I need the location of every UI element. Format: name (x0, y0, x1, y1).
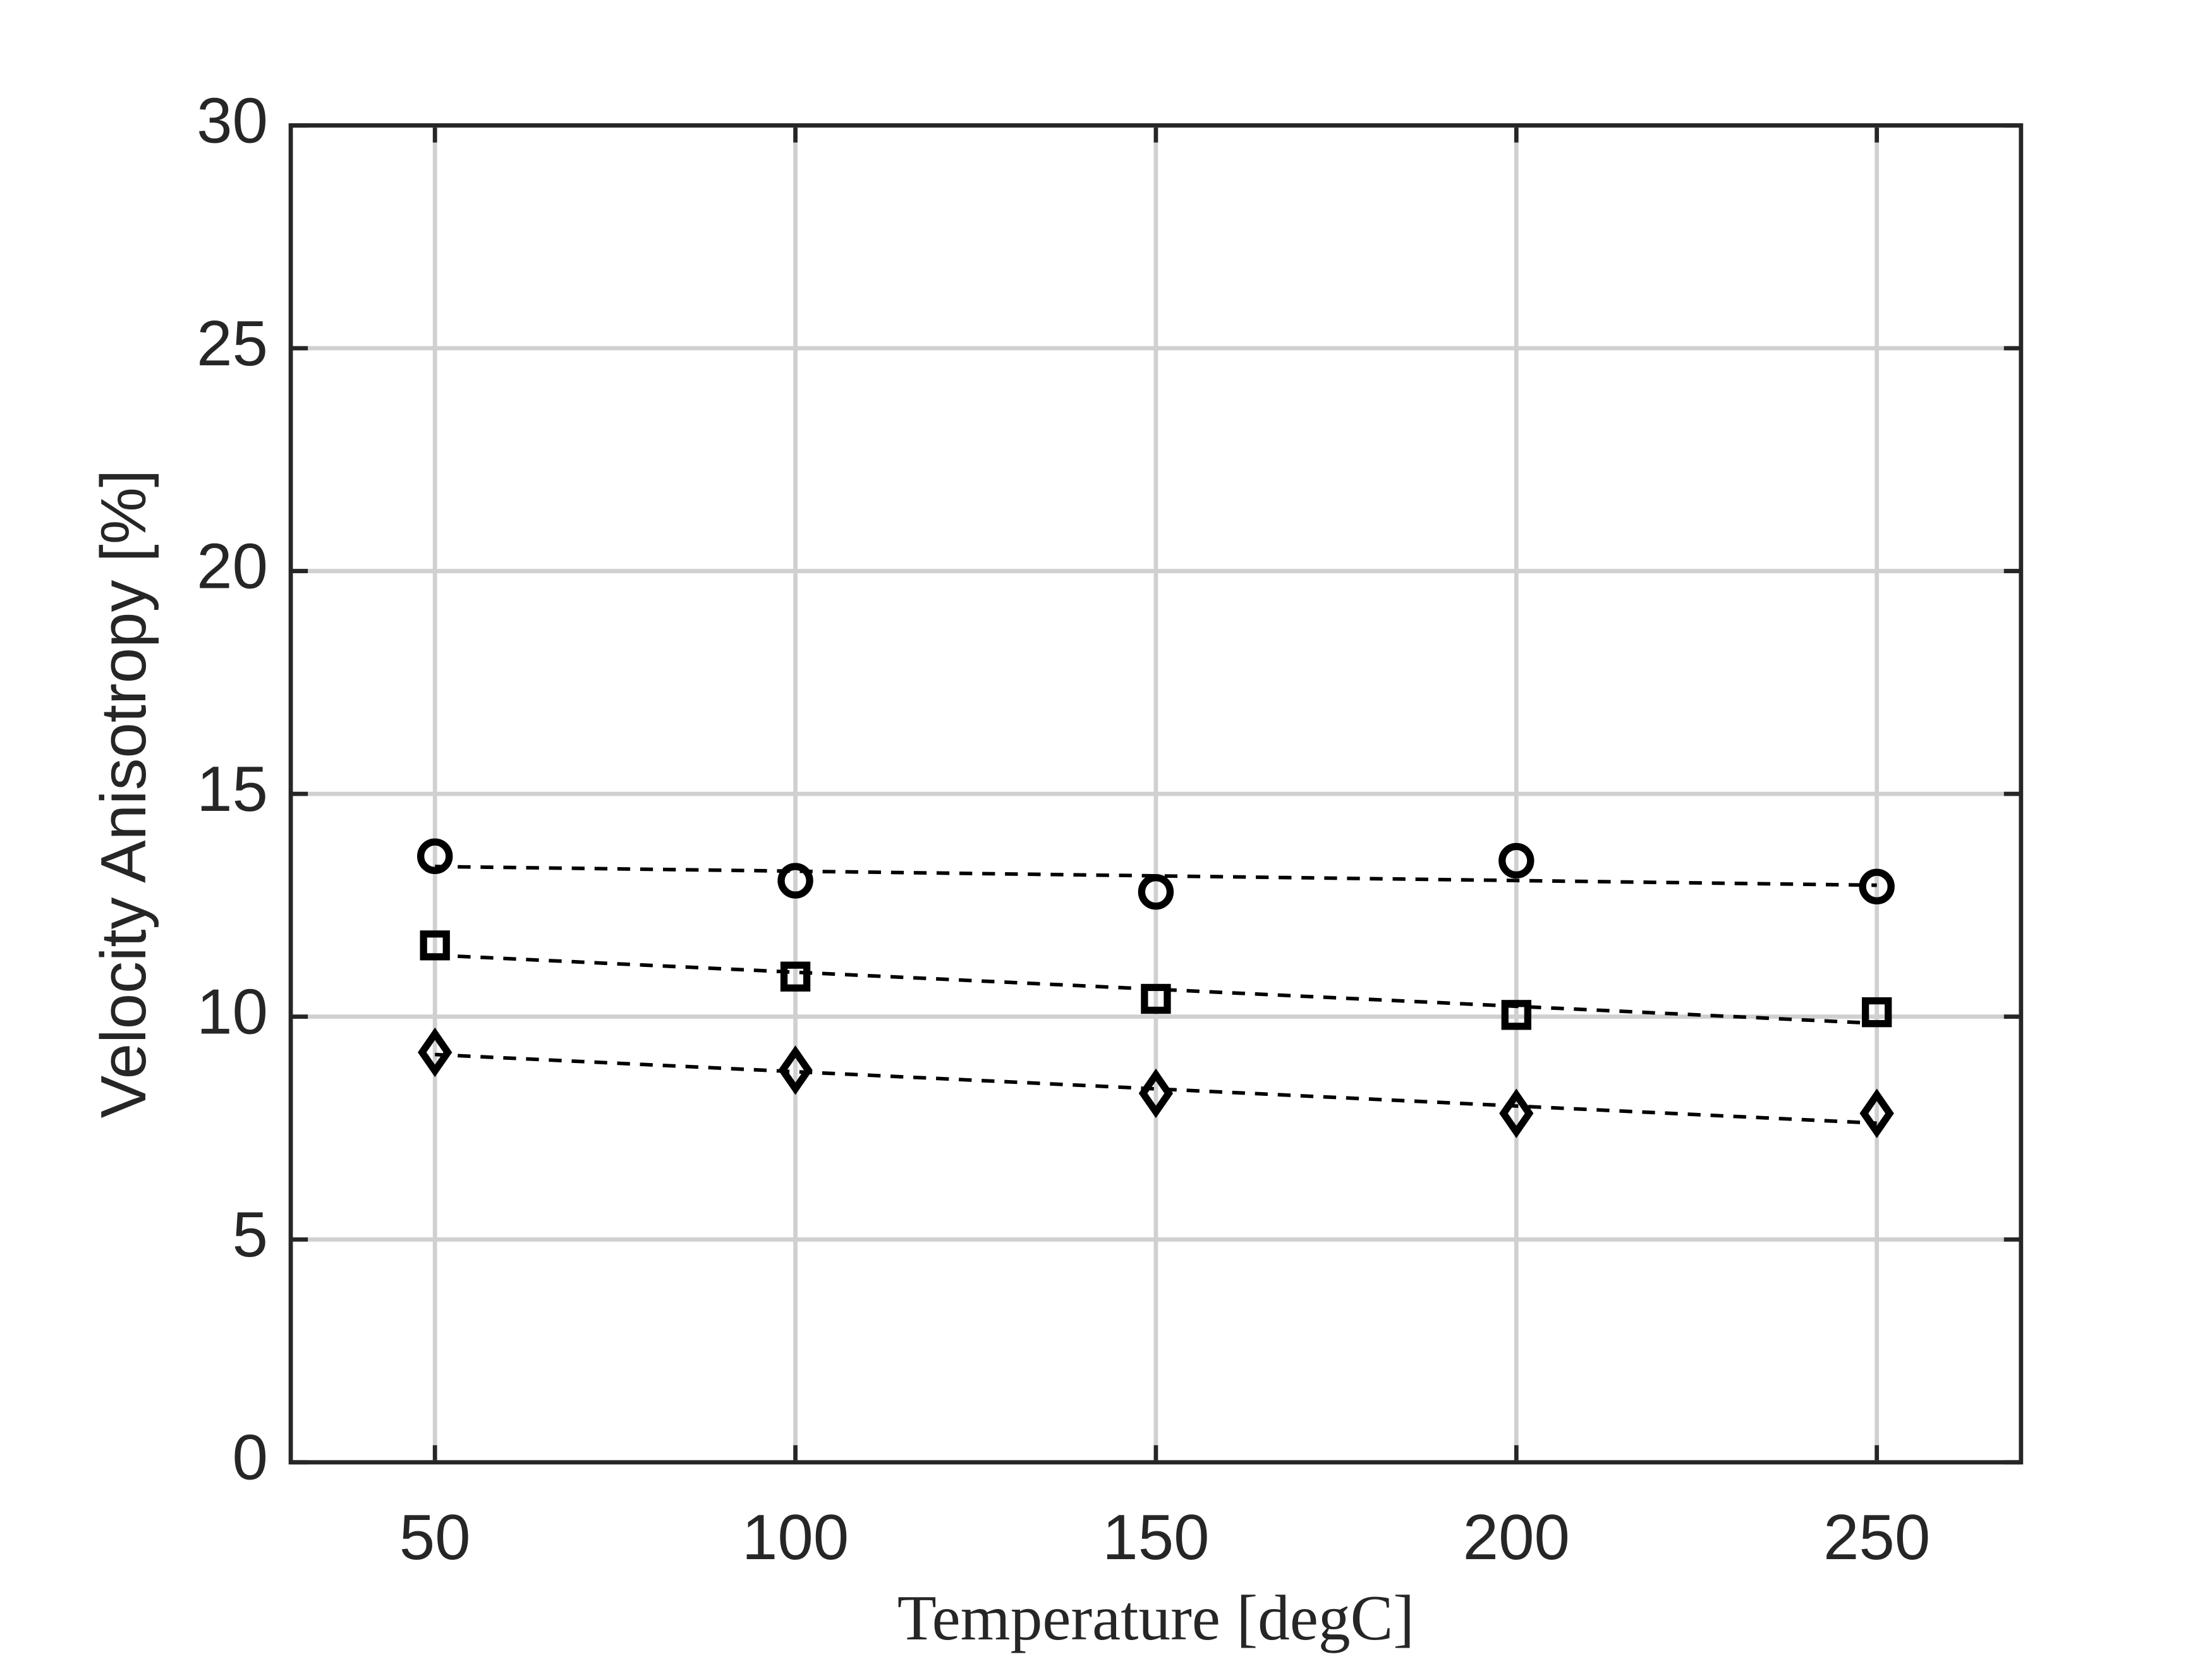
diamond-marker (418, 1027, 453, 1078)
diamond-marker (778, 1045, 813, 1095)
x-tick-label: 150 (1102, 1501, 1209, 1573)
trend-line (435, 953, 1877, 1026)
marks (417, 838, 1895, 1138)
circle-marker (1859, 868, 1895, 904)
diamond-marker (1138, 1068, 1174, 1119)
x-tick-label: 250 (1823, 1501, 1930, 1573)
y-tick-label: 25 (197, 307, 268, 379)
trend-line (435, 865, 1877, 887)
circle-marker (777, 863, 813, 899)
square-marker (780, 961, 811, 992)
circle-marker (1498, 842, 1534, 879)
y-tick-label: 15 (197, 753, 268, 825)
y-tick-label: 30 (197, 84, 268, 156)
plot-frame (288, 123, 2024, 1465)
square-marker (1861, 997, 1892, 1028)
diamond-marker (1859, 1088, 1894, 1138)
y-tick-label: 20 (197, 530, 268, 602)
x-tick-label: 200 (1463, 1501, 1570, 1573)
y-tick-label: 5 (233, 1198, 268, 1270)
square-marker (1501, 1000, 1531, 1030)
y-axis-label: Velocity Anisotropy [%] (87, 470, 159, 1118)
square-marker (1141, 983, 1171, 1014)
circle-marker (417, 838, 453, 875)
x-axis-label: Temperature [degC] (897, 1583, 1414, 1653)
y-tick-label: 0 (233, 1421, 268, 1493)
y-tick-label: 10 (197, 975, 268, 1047)
square-marker (420, 930, 450, 961)
x-tick-label: 50 (399, 1501, 471, 1573)
x-tick-label: 100 (742, 1501, 849, 1573)
diamond-marker (1499, 1088, 1534, 1138)
trend-line (435, 1052, 1877, 1126)
circle-marker (1138, 874, 1174, 910)
